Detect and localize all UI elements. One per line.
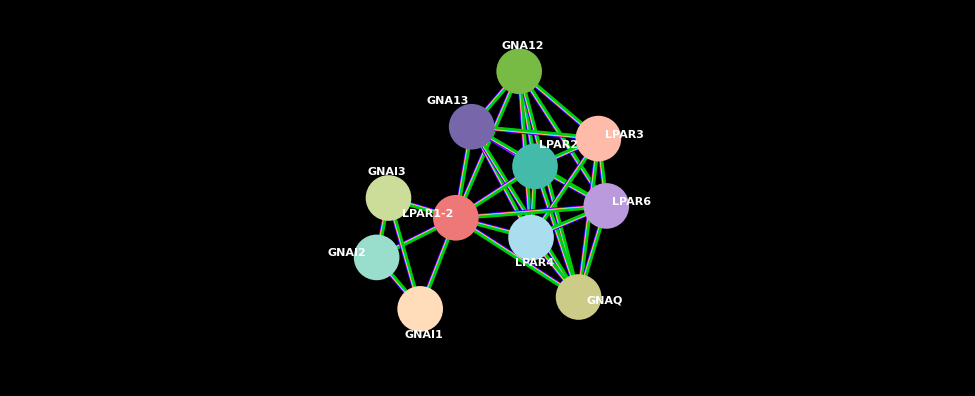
Circle shape	[557, 275, 601, 319]
Circle shape	[434, 196, 478, 240]
Text: LPAR4: LPAR4	[516, 258, 555, 268]
Text: GNA12: GNA12	[502, 40, 544, 51]
Circle shape	[576, 117, 620, 160]
Text: GNAI3: GNAI3	[368, 167, 406, 177]
Circle shape	[509, 216, 553, 259]
Circle shape	[355, 236, 399, 279]
Text: GNA13: GNA13	[427, 96, 469, 106]
Circle shape	[367, 176, 410, 220]
Circle shape	[513, 145, 557, 188]
Text: LPAR1-2: LPAR1-2	[403, 209, 453, 219]
Text: GNAI1: GNAI1	[405, 329, 444, 340]
Text: GNAQ: GNAQ	[586, 296, 622, 306]
Circle shape	[585, 184, 628, 228]
Circle shape	[449, 105, 493, 148]
Text: LPAR2: LPAR2	[539, 139, 578, 150]
Text: LPAR3: LPAR3	[604, 129, 644, 140]
Text: GNAI2: GNAI2	[328, 248, 367, 259]
Circle shape	[497, 50, 541, 93]
Text: LPAR6: LPAR6	[612, 197, 651, 207]
Circle shape	[399, 287, 442, 331]
